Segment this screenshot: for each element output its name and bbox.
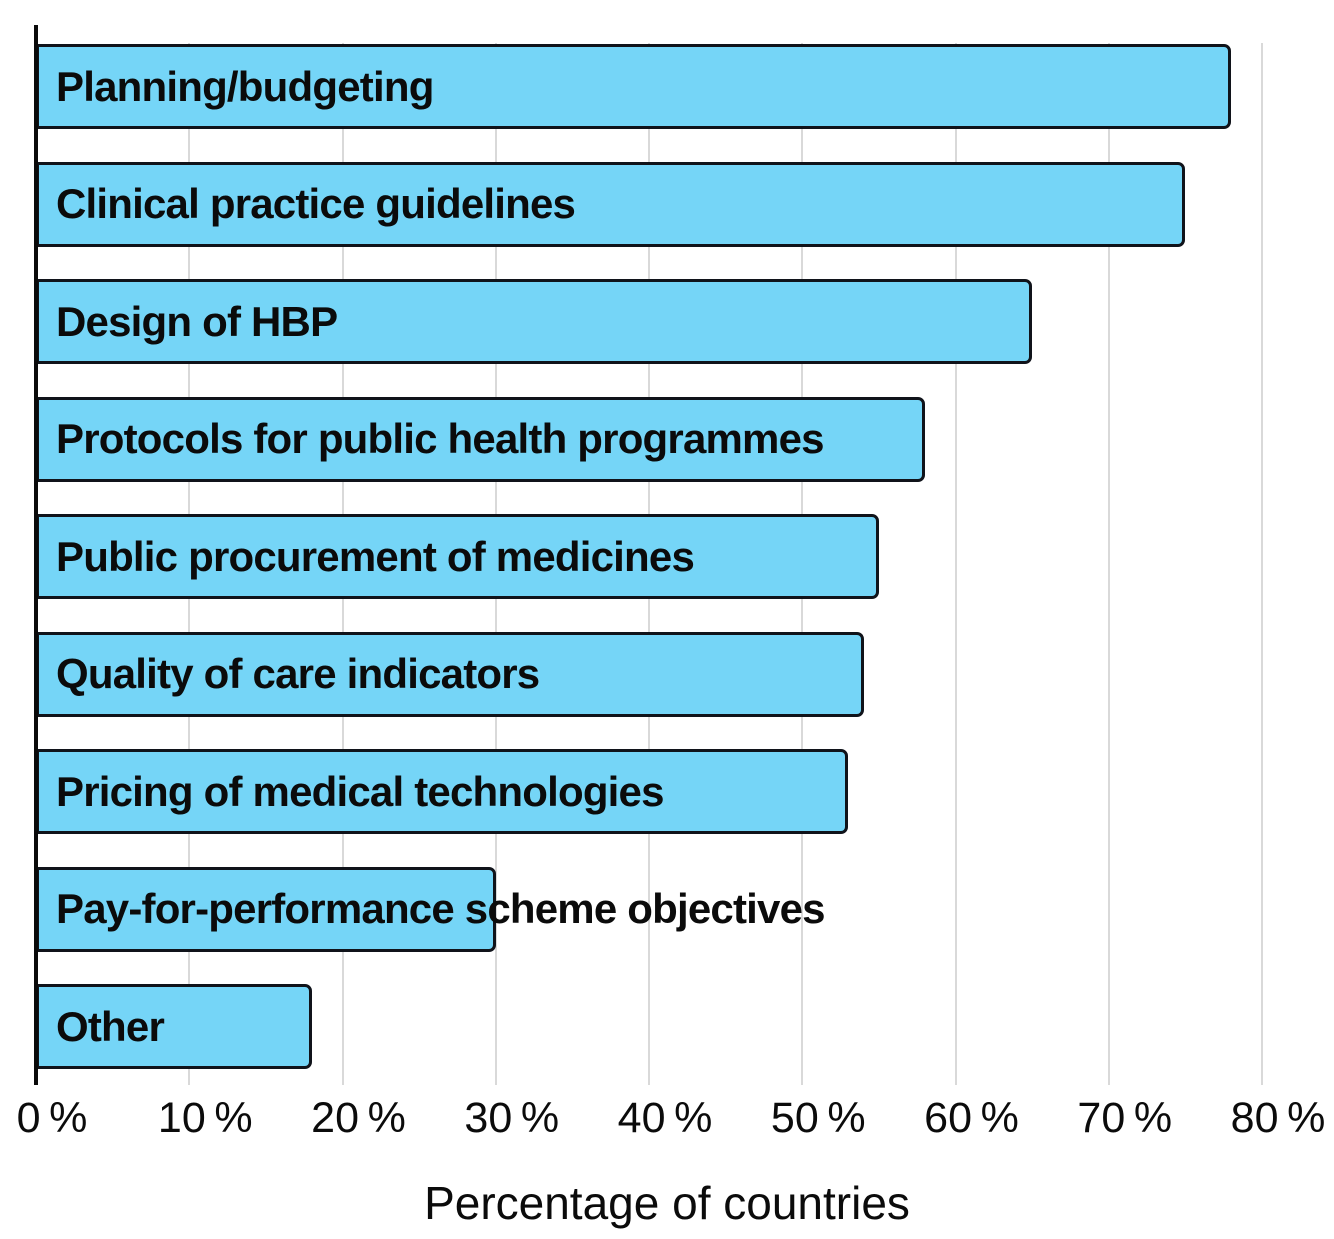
- bar: Other: [36, 984, 312, 1069]
- bar-label: Pay-for-performance scheme objectives: [56, 885, 826, 932]
- x-tick-label: 60 %: [924, 1094, 1019, 1142]
- bar: Protocols for public health programmes: [36, 396, 925, 482]
- x-tick-label: 0 %: [16, 1094, 88, 1142]
- x-tick-label: 20 %: [311, 1094, 406, 1142]
- bar: Public procurement of medicines: [36, 514, 879, 599]
- bar-label: Quality of care indicators: [56, 650, 540, 697]
- gridline-80: [1261, 43, 1263, 1085]
- gridline-60: [954, 43, 957, 1085]
- bar: Pricing of medical technologies: [36, 749, 849, 834]
- bar-label: Public procurement of medicines: [56, 532, 695, 580]
- bar: Design of HBP: [36, 279, 1033, 364]
- x-tick-label: 80 %: [1230, 1094, 1326, 1142]
- bar: Clinical practice guidelines: [36, 161, 1186, 247]
- gridline-70: [1107, 43, 1110, 1085]
- x-tick-label: 50 %: [770, 1094, 866, 1142]
- x-tick-label: 40 %: [617, 1094, 713, 1142]
- bar: Pay-for-performance scheme objectives: [36, 866, 826, 952]
- x-tick-label: 30 %: [464, 1094, 560, 1142]
- bar-label: Protocols for public health programmes: [56, 415, 825, 462]
- bar-label: Other: [56, 1002, 165, 1050]
- x-tick-label: 70 %: [1077, 1094, 1173, 1142]
- x-axis-title: Percentage of countries: [424, 1177, 910, 1229]
- y-axis-line: [34, 25, 38, 1085]
- bar-label: Clinical practice guidelines: [56, 180, 576, 227]
- x-tick-label: 10 %: [157, 1094, 253, 1142]
- bar-label: Pricing of medical technologies: [56, 767, 664, 815]
- bar-label: Design of HBP: [56, 297, 338, 345]
- bar: Quality of care indicators: [36, 631, 864, 717]
- bar: Planning/budgeting: [36, 44, 1232, 129]
- bar-label: Planning/budgeting: [56, 62, 434, 110]
